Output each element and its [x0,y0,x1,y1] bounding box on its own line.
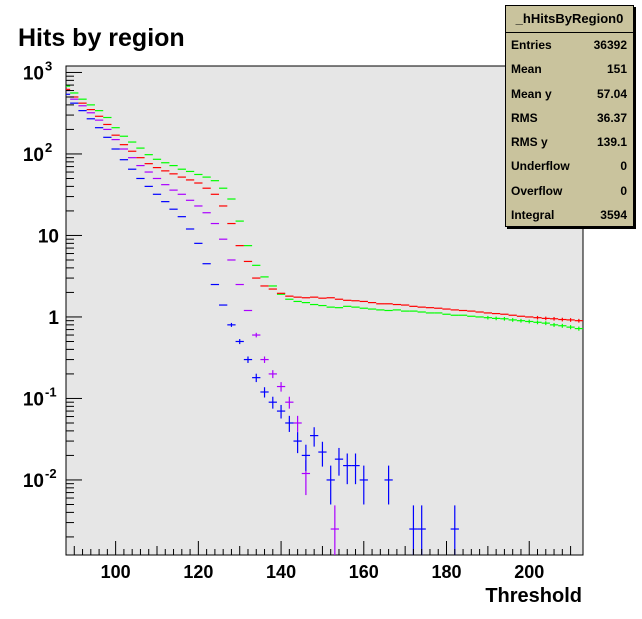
data-point [351,453,360,485]
stats-value: 151 [606,62,627,77]
stats-value: 139.1 [596,135,627,150]
chart-title: Hits by region [18,24,185,52]
y-tick-exponent: -1 [45,384,57,399]
data-point [417,505,426,555]
stats-row: RMS y 139.1 [506,130,633,154]
x-tick-label: 180 [431,562,461,582]
data-point [574,318,583,323]
data-point [566,325,575,330]
stats-value: 0 [620,183,627,198]
stats-value: 0 [620,159,627,174]
data-point [549,316,559,321]
data-point [450,505,459,555]
data-point [252,373,261,383]
stats-box: _hHitsByRegion0 Entries 36392 Mean 151 M… [505,5,634,227]
data-point [558,323,567,328]
stats-value: 36392 [593,38,627,52]
data-point [558,317,567,322]
x-tick-label: 200 [514,562,544,582]
data-point [285,396,294,409]
stats-key: Mean y [511,86,552,101]
data-point [574,326,583,331]
stats-key: RMS [511,110,538,125]
data-point [533,320,542,325]
data-point [276,404,286,419]
data-point [508,318,517,322]
data-point [227,322,236,327]
data-point [566,318,575,322]
x-tick-label: 160 [349,562,379,582]
y-tick-label: 10 [23,389,44,410]
stats-row: Integral 3594 [506,203,633,227]
data-point [260,356,269,363]
y-tick-label: 1 [48,308,59,329]
data-point [326,465,335,505]
data-point [260,387,269,398]
data-point [252,332,261,338]
data-point [334,447,344,476]
stats-row: Mean 151 [506,57,633,81]
stats-key: Overflow [511,183,563,198]
y-tick-exponent: -2 [45,466,57,481]
data-point [549,322,559,327]
data-point [359,465,368,505]
data-point [516,318,526,323]
y-tick-label: 10 [38,226,59,247]
data-point [525,319,534,324]
y-tick-label: 10 [23,63,44,84]
stats-key: Mean [511,62,542,77]
stats-value: 36.37 [596,110,627,125]
stats-value: 57.04 [596,86,627,101]
data-point [483,315,493,320]
data-point [541,321,550,326]
stats-row: Underflow 0 [506,154,633,178]
y-tick-label: 10 [23,145,44,166]
x-tick-label: 120 [183,562,213,582]
x-tick-label: 140 [266,562,296,582]
stats-row: Overflow 0 [506,179,633,203]
y-tick-exponent: 3 [45,58,52,73]
data-point [268,396,277,409]
stats-row: RMS 36.37 [506,106,633,130]
data-point [409,505,418,555]
data-point [500,316,509,321]
data-point [541,316,550,321]
data-point [268,370,277,379]
data-point [318,441,327,467]
data-point [235,339,244,345]
data-point [343,453,352,485]
data-point [310,427,319,447]
data-point [293,415,302,432]
stats-box-title: _hHitsByRegion0 [506,6,633,33]
y-tick-label: 10 [23,471,44,492]
stats-row: Mean y 57.04 [506,82,633,106]
data-point [533,315,542,320]
x-tick-label: 100 [101,562,131,582]
data-point [330,505,339,555]
data-point [293,432,302,454]
data-point [285,415,294,432]
stats-row: Entries 36392 [506,33,633,57]
data-point [276,382,286,392]
data-point [243,356,253,363]
stats-key: Entries [511,38,552,52]
stats-value: 3594 [600,208,627,223]
y-tick-exponent: 2 [45,140,52,155]
stats-key: Underflow [511,159,570,174]
data-point [384,465,393,505]
data-point [492,316,501,321]
stats-key: Integral [511,208,555,223]
plot-frame [65,65,584,556]
data-point [301,444,311,471]
stats-key: RMS y [511,135,548,150]
x-axis-label: Threshold [485,585,582,607]
